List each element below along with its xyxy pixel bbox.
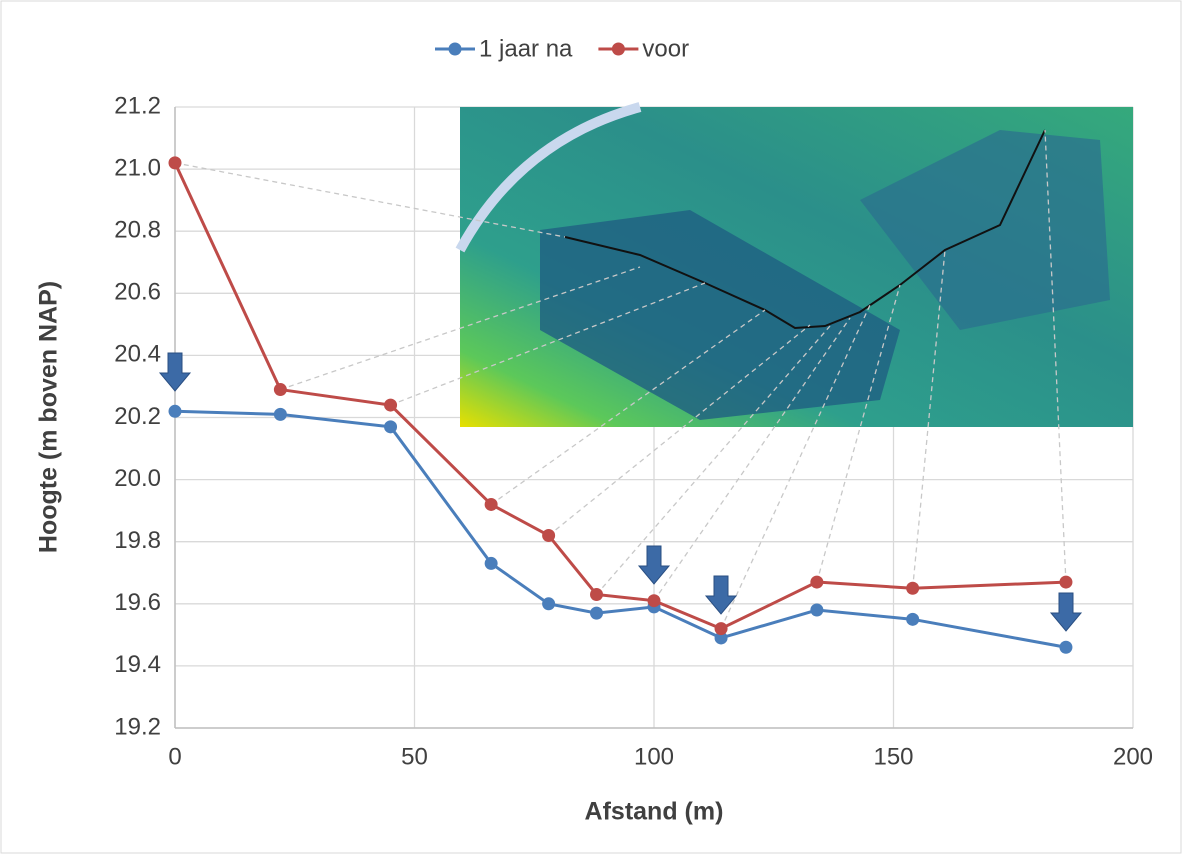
- point: [714, 631, 728, 645]
- point: [906, 581, 920, 595]
- connector: [174, 162, 566, 238]
- x-tick-label: 0: [168, 743, 181, 770]
- point: [1059, 575, 1073, 589]
- point: [273, 383, 287, 397]
- x-tick-label: 100: [634, 743, 674, 770]
- point: [484, 497, 498, 511]
- point: [273, 407, 287, 421]
- y-tick-label: 19.4: [114, 651, 161, 678]
- point: [590, 606, 604, 620]
- map-inset: [455, 102, 1133, 427]
- point: [484, 556, 498, 570]
- point: [168, 156, 182, 170]
- connector: [816, 284, 901, 583]
- y-tick-label: 20.2: [114, 403, 161, 430]
- x-axis-title: Afstand (m): [585, 798, 724, 826]
- legend-marker: [448, 42, 462, 56]
- x-tick-label: 200: [1113, 743, 1153, 770]
- y-tick-label: 19.2: [114, 713, 161, 740]
- legend-marker: [611, 42, 625, 56]
- point: [810, 575, 824, 589]
- arrows: [158, 352, 1083, 632]
- y-tick-label: 20.4: [114, 341, 161, 368]
- point: [542, 597, 556, 611]
- point: [647, 594, 661, 608]
- connector: [548, 324, 811, 536]
- y-tick-label: 21.2: [114, 92, 161, 119]
- y-tick-label: 21.0: [114, 154, 161, 181]
- x-tick-label: 150: [873, 743, 913, 770]
- point: [168, 404, 182, 418]
- y-tick-label: 20.6: [114, 279, 161, 306]
- point: [714, 622, 728, 636]
- connector: [280, 266, 641, 391]
- point: [590, 587, 604, 601]
- connector: [390, 282, 706, 406]
- y-tick-label: 19.6: [114, 589, 161, 616]
- connector: [1044, 129, 1067, 583]
- legend-label: voor: [642, 35, 689, 62]
- connector: [653, 317, 851, 602]
- point: [384, 398, 398, 412]
- point: [384, 420, 398, 434]
- y-axis-title: Hoogte (m boven NAP): [35, 281, 63, 553]
- x-tick-label: 50: [401, 743, 428, 770]
- point: [906, 612, 920, 626]
- point: [810, 603, 824, 617]
- legend-label: 1 jaar na: [479, 35, 573, 62]
- connector: [490, 309, 766, 505]
- y-tick-label: 20.0: [114, 465, 161, 492]
- y-tick-label: 19.8: [114, 527, 161, 554]
- connector: [912, 249, 946, 589]
- point: [1059, 640, 1073, 654]
- point: [542, 528, 556, 542]
- y-tick-label: 20.8: [114, 217, 161, 244]
